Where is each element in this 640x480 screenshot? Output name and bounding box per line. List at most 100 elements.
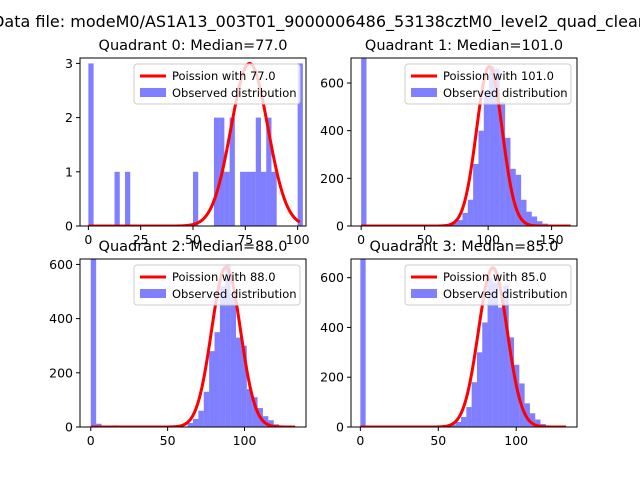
- quadrant-1-bar-5: [473, 164, 479, 226]
- quadrant-0-bar-0: [88, 63, 94, 226]
- quadrant-2-bar-14: [246, 389, 253, 427]
- quadrant-0-legend-bar-label: Observed distribution: [172, 86, 297, 100]
- quadrant-2-legend-curve-label: Poission with 88.0: [172, 270, 276, 284]
- quadrant-0-xtick-label-4: 100: [286, 232, 310, 247]
- quadrant-3-bar-9: [492, 282, 499, 427]
- quadrant-0-bar-10: [250, 171, 256, 226]
- quadrant-3-legend-curve-label: Poission with 85.0: [443, 270, 547, 284]
- quadrant-3-bar-3: [461, 417, 467, 427]
- quadrant-1-ytick-label-2: 400: [320, 123, 344, 138]
- quadrant-2-title: Quadrant 2: Median=88.0: [99, 239, 288, 255]
- quadrant-3-legend-bar-label: Observed distribution: [443, 287, 568, 301]
- quadrant-0-legend: Poission with 77.0 Observed distribution: [133, 63, 301, 105]
- quadrant-0-bar-2: [124, 171, 131, 226]
- quadrant-3-bar-13: [514, 364, 520, 427]
- quadrant-0-bar-9: [245, 171, 251, 226]
- quadrant-2-axes-frame: [79, 258, 307, 428]
- quadrant-3-legend-box: [404, 264, 572, 306]
- quadrant-1-panel: 0 50 100 150 0 200 400 600 Quadrant 1: Median=10…: [320, 38, 578, 247]
- quadrant-2-bar-12: [236, 337, 242, 427]
- quadrant-0-ytick-label-3: 3: [65, 56, 73, 71]
- quadrant-1-bar-7: [483, 92, 490, 226]
- quadrant-2-bar-9: [219, 286, 226, 427]
- quadrant-1-bar-13: [515, 174, 522, 226]
- quadrant-2-legend-bar-label: Observed distribution: [172, 287, 297, 301]
- quadrant-0-poisson-curve: [87, 61, 301, 226]
- quadrant-1-bar-8: [489, 66, 495, 226]
- quadrant-3-ytick-label-2: 400: [320, 320, 344, 335]
- quadrant-0-xtick-label-0: 0: [84, 232, 92, 247]
- figure-suptitle: Data file: modeM0/AS1A13_003T01_90000064…: [0, 12, 640, 32]
- quadrant-0-bar-1: [114, 171, 120, 226]
- quadrant-3-legend: Poission with 85.0 Observed distribution: [404, 264, 572, 306]
- quadrant-1-bar-0: [361, 58, 367, 226]
- quadrant-panels: 0 25 50 75 100 0 1 2 3 Quadrant 0: Median=77.0 Poi…: [49, 38, 578, 448]
- quadrant-0-xtick-label-2: 50: [185, 232, 201, 247]
- quadrant-1-legend-bar-label: Observed distribution: [443, 86, 568, 100]
- quadrant-3-bar-4: [466, 407, 472, 427]
- quadrant-2-bar-11: [230, 296, 237, 427]
- quadrant-1-xtick-label-2: 100: [476, 232, 500, 247]
- quadrant-2-bar-13: [241, 345, 247, 427]
- quadrant-0-bar-13: [266, 117, 272, 226]
- quadrant-1-xtick-label-3: 150: [540, 232, 564, 247]
- quadrant-3-ytick-label-3: 600: [320, 270, 344, 285]
- quadrant-2-ytick-label-2: 400: [49, 311, 73, 326]
- quadrant-0-bar-4: [213, 117, 220, 226]
- quadrant-2-bar-6: [203, 391, 210, 427]
- quadrant-3-bar-5: [471, 382, 477, 427]
- quadrant-0-ytick-label-0: 0: [65, 219, 73, 234]
- quadrant-3-poisson-curve: [359, 266, 567, 427]
- quadrant-2-legend-box: [133, 264, 301, 306]
- quadrant-3-legend-bar-swatch: [411, 289, 437, 298]
- quadrant-3-axes-frame: [350, 258, 578, 428]
- quadrant-0-ytick-label-2: 2: [65, 110, 73, 125]
- quadrant-2-xtick-label-1: 50: [160, 433, 176, 448]
- quadrant-3-bar-11: [503, 285, 509, 427]
- quadrant-1-bar-3: [462, 212, 468, 226]
- quadrant-0-bar-12: [261, 171, 267, 226]
- quadrant-0-xtick-label-1: 25: [133, 232, 149, 247]
- quadrant-2-bar-7: [209, 351, 215, 427]
- quadrant-2-ytick-label-1: 200: [49, 365, 73, 380]
- quadrant-1-ytick-label-1: 200: [320, 171, 344, 186]
- quadrant-3-xtick-label-1: 50: [430, 433, 446, 448]
- quadrant-3-bar-12: [508, 337, 515, 427]
- quadrant-2-bar-18: [268, 420, 274, 427]
- quadrant-2-bar-4: [193, 418, 199, 427]
- quadrant-3-bar-2: [455, 422, 462, 427]
- quadrant-1-bar-4: [467, 199, 474, 226]
- quadrant-3-bar-10: [498, 307, 504, 427]
- quadrant-2-xtick-label-0: 0: [87, 433, 95, 448]
- quadrant-3-bar-7: [482, 322, 488, 427]
- quadrant-2-legend-bar-swatch: [140, 289, 166, 298]
- quadrant-2-panel: 0 50 100 0 200 400 600 Quadrant 2: Median=88.0 P…: [49, 239, 307, 448]
- quadrant-3-bar-0: [360, 259, 366, 427]
- quadrant-1-bar-11: [505, 137, 511, 226]
- quadrant-3-xtick-label-0: 0: [356, 433, 364, 448]
- quadrant-3-title: Quadrant 3: Median=85.0: [370, 239, 559, 255]
- quadrant-1-title: Quadrant 1: Median=101.0: [365, 38, 563, 54]
- quadrant-2-bar-8: [214, 332, 220, 427]
- quadrant-2-xtick-label-2: 100: [233, 433, 257, 448]
- quadrant-0-legend-curve-label: Poission with 77.0: [172, 69, 276, 83]
- quadrant-3-bar-8: [487, 277, 493, 427]
- quadrant-0-panel: 0 25 50 75 100 0 1 2 3 Quadrant 0: Median=77.0 Poi…: [65, 38, 310, 247]
- quadrant-2-ytick-label-3: 600: [49, 257, 73, 272]
- quadrant-3-ytick-label-0: 0: [336, 420, 344, 435]
- quadrant-3-ytick-label-1: 200: [320, 370, 344, 385]
- quadrant-0-bar-15: [297, 63, 303, 226]
- quadrant-1-legend-curve-label: Poission with 101.0: [443, 69, 554, 83]
- quadrant-0-legend-bar-swatch: [140, 88, 166, 97]
- quadrant-1-bar-9: [494, 68, 500, 226]
- quadrant-0-xtick-label-3: 75: [237, 232, 253, 247]
- quadrant-0-title: Quadrant 0: Median=77.0: [99, 38, 288, 54]
- quadrant-1-bar-10: [499, 102, 506, 226]
- quadrant-2-bar-0: [90, 259, 97, 427]
- quadrant-3-bar-15: [524, 403, 530, 427]
- quadrant-2-bar-5: [198, 410, 204, 427]
- quadrant-0-legend-box: [133, 63, 301, 105]
- quadrant-2-bar-10: [225, 264, 231, 427]
- quadrant-1-legend: Poission with 101.0 Observed distribution: [404, 63, 572, 105]
- quadrant-3-histogram: [360, 259, 552, 427]
